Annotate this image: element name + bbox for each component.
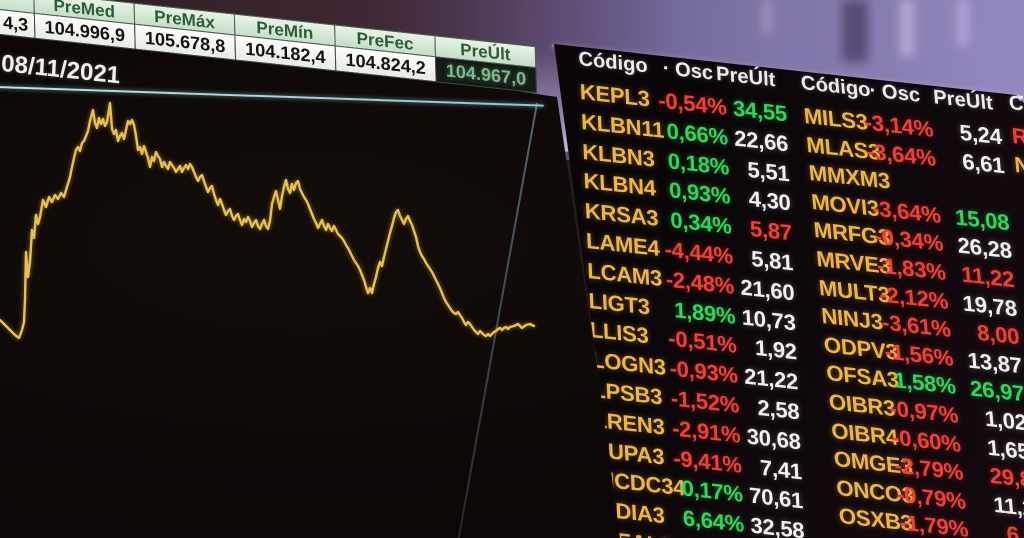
quotes-column-group-partial: C R N: [1008, 92, 1024, 190]
wall-light-streak: [900, 0, 914, 56]
quote-row-partial: N: [1013, 151, 1024, 190]
quotes-rows-right: MILS3 -3,14% 5,24 MLAS3 -3,64% 6,61 MMXM…: [803, 103, 1024, 538]
ticker-code-partial: N: [1013, 151, 1024, 179]
quotes-rows-partial: R N: [1010, 123, 1024, 190]
wall-light-streak: [958, 0, 968, 46]
intraday-line-path: [0, 101, 536, 340]
quotes-rows-left: KEPL3 -0,54% 34,55 KLBN11 0,66% 22,66 KL…: [579, 79, 806, 538]
quotes-column-group-left: Código · Osc PreÚlt KEPL3 -0,54% 34,55 K…: [578, 48, 806, 538]
wall-light-streak: [842, 0, 868, 62]
ticker-code-partial: R: [1010, 123, 1024, 150]
summary-column: 4,3: [0, 0, 36, 39]
quotes-column-group-right: Código · Osc PreÚlt MILS3 -3,14% 5,24 ML…: [800, 72, 1024, 538]
wall-light-streak: [762, 0, 772, 34]
